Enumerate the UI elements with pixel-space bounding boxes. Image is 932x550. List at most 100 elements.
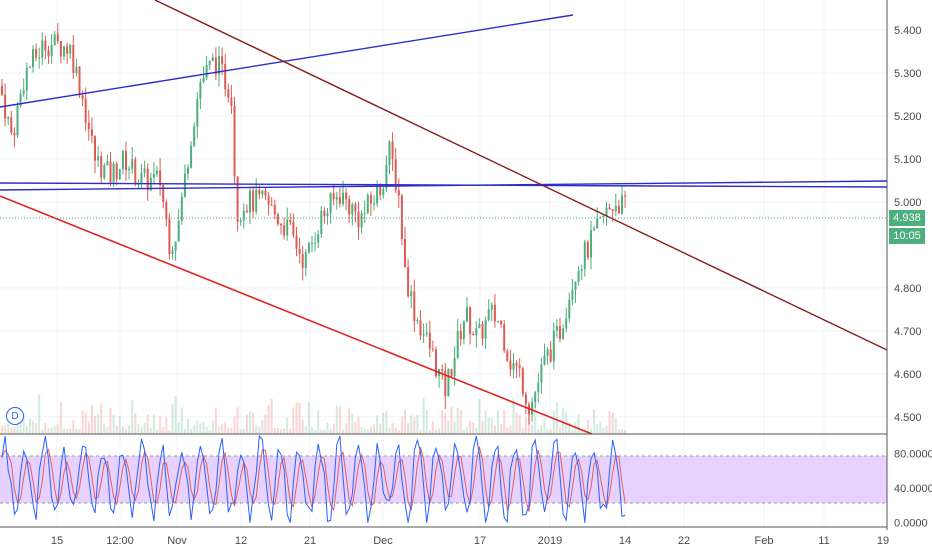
candle-body xyxy=(534,392,537,403)
candle-body xyxy=(84,99,87,123)
volume-bar xyxy=(118,416,121,434)
candle-body xyxy=(202,77,205,82)
volume-bar xyxy=(555,402,558,434)
time-tick-label: 15 xyxy=(51,535,63,547)
volume-bar xyxy=(314,429,317,434)
candle-body xyxy=(193,126,196,146)
volume-bar xyxy=(524,416,527,434)
candle-body xyxy=(100,156,103,178)
time-tick-label: 22 xyxy=(678,535,690,547)
candle-body xyxy=(605,207,608,216)
candle-body xyxy=(218,56,220,75)
volume-bar xyxy=(66,429,69,434)
candle-body xyxy=(391,141,394,160)
volume-bar xyxy=(373,424,375,434)
volume-bar xyxy=(481,420,484,434)
volume-bar xyxy=(459,410,462,434)
time-tick-label: 14 xyxy=(619,535,631,547)
trendline-upper-blue[interactable] xyxy=(0,14,574,108)
volume-bar xyxy=(360,426,363,434)
trendlines[interactable] xyxy=(0,0,888,435)
candle-body xyxy=(115,163,118,180)
last-price-badge: 4.938 xyxy=(889,210,925,226)
volume-bar xyxy=(137,424,140,434)
volume-bar xyxy=(311,427,313,434)
time-tick-label: 11 xyxy=(818,535,829,547)
candle-body xyxy=(400,195,403,240)
volume-bar xyxy=(419,429,422,434)
candle-body xyxy=(394,159,397,191)
candle-body xyxy=(435,349,437,377)
candle-body xyxy=(121,151,124,170)
candle-body xyxy=(407,267,410,297)
candle-body xyxy=(258,189,261,195)
time-axis[interactable]: 15 12:00 Nov 12 21 Dec 17 2019 14 22 Feb 11 19 xyxy=(51,535,889,547)
candle-body xyxy=(286,219,289,236)
candle-body xyxy=(469,307,472,334)
trendline-descending-red[interactable] xyxy=(0,195,593,435)
volume-bar xyxy=(47,428,50,434)
interval-badge[interactable]: D xyxy=(6,407,24,425)
volume-bar xyxy=(391,422,394,434)
volume-bar xyxy=(50,427,53,434)
volume-bar xyxy=(78,429,81,434)
candle-body xyxy=(512,363,515,370)
volume-bar xyxy=(211,421,214,434)
candle-body xyxy=(81,95,84,100)
candle-body xyxy=(611,209,614,212)
candle-body xyxy=(183,173,186,198)
volume-bar xyxy=(580,429,583,434)
volume-bar xyxy=(518,415,521,434)
candle-body xyxy=(456,331,459,358)
candle-body xyxy=(565,318,568,329)
candle-body xyxy=(521,368,524,395)
volume-bar xyxy=(121,426,124,434)
candle-body xyxy=(289,219,292,223)
candle-body xyxy=(72,44,75,73)
oscillator-axis[interactable]: 80.0000 40.0000 0.0000 xyxy=(894,448,932,529)
candle-body xyxy=(106,161,109,166)
volume-bar xyxy=(289,428,292,434)
candle-body xyxy=(388,141,391,165)
volume-bar xyxy=(605,425,608,434)
price-tick-label: 5.400 xyxy=(894,25,922,37)
volume-bar xyxy=(236,407,239,434)
volume-bar xyxy=(493,425,496,434)
volume-bar xyxy=(431,420,434,434)
volume-bar xyxy=(174,396,177,434)
volume-bar xyxy=(245,414,248,434)
candle-body xyxy=(177,220,180,242)
price-axis[interactable]: 5.400 5.300 5.200 5.100 5.000 4.800 4.700 4.600… xyxy=(894,25,922,424)
candle-body xyxy=(537,382,540,393)
candle-body xyxy=(357,211,360,228)
volume-bar xyxy=(4,425,7,434)
candle-body xyxy=(131,159,134,169)
volume-bar xyxy=(490,417,493,434)
volume-bar xyxy=(1,425,3,434)
volume-bar xyxy=(549,428,552,434)
candle-body xyxy=(118,169,121,180)
candle-body xyxy=(261,190,264,195)
candle-body xyxy=(1,85,3,95)
volume-bar xyxy=(270,398,273,434)
volume-bar xyxy=(317,410,320,434)
volume-bar xyxy=(456,407,459,434)
volume-bar xyxy=(624,429,627,434)
candle-body xyxy=(165,202,168,220)
volume-bar xyxy=(323,429,326,434)
oscillator-tick-label: 80.0000 xyxy=(894,448,932,460)
volume-bar xyxy=(125,429,127,434)
grid xyxy=(0,0,887,527)
candle-body xyxy=(168,219,171,254)
volume-bar xyxy=(44,422,47,434)
volume-bar xyxy=(596,423,599,434)
volume-bar xyxy=(239,429,242,434)
candle-body xyxy=(478,324,481,329)
volume-bar xyxy=(168,429,171,434)
trendline-descending-darkred[interactable] xyxy=(154,0,888,351)
volume-bar xyxy=(425,409,428,434)
time-tick-label: 12 xyxy=(235,535,247,547)
trendline-horizontal-blue-2[interactable] xyxy=(0,182,888,188)
volume-bar xyxy=(180,407,183,434)
